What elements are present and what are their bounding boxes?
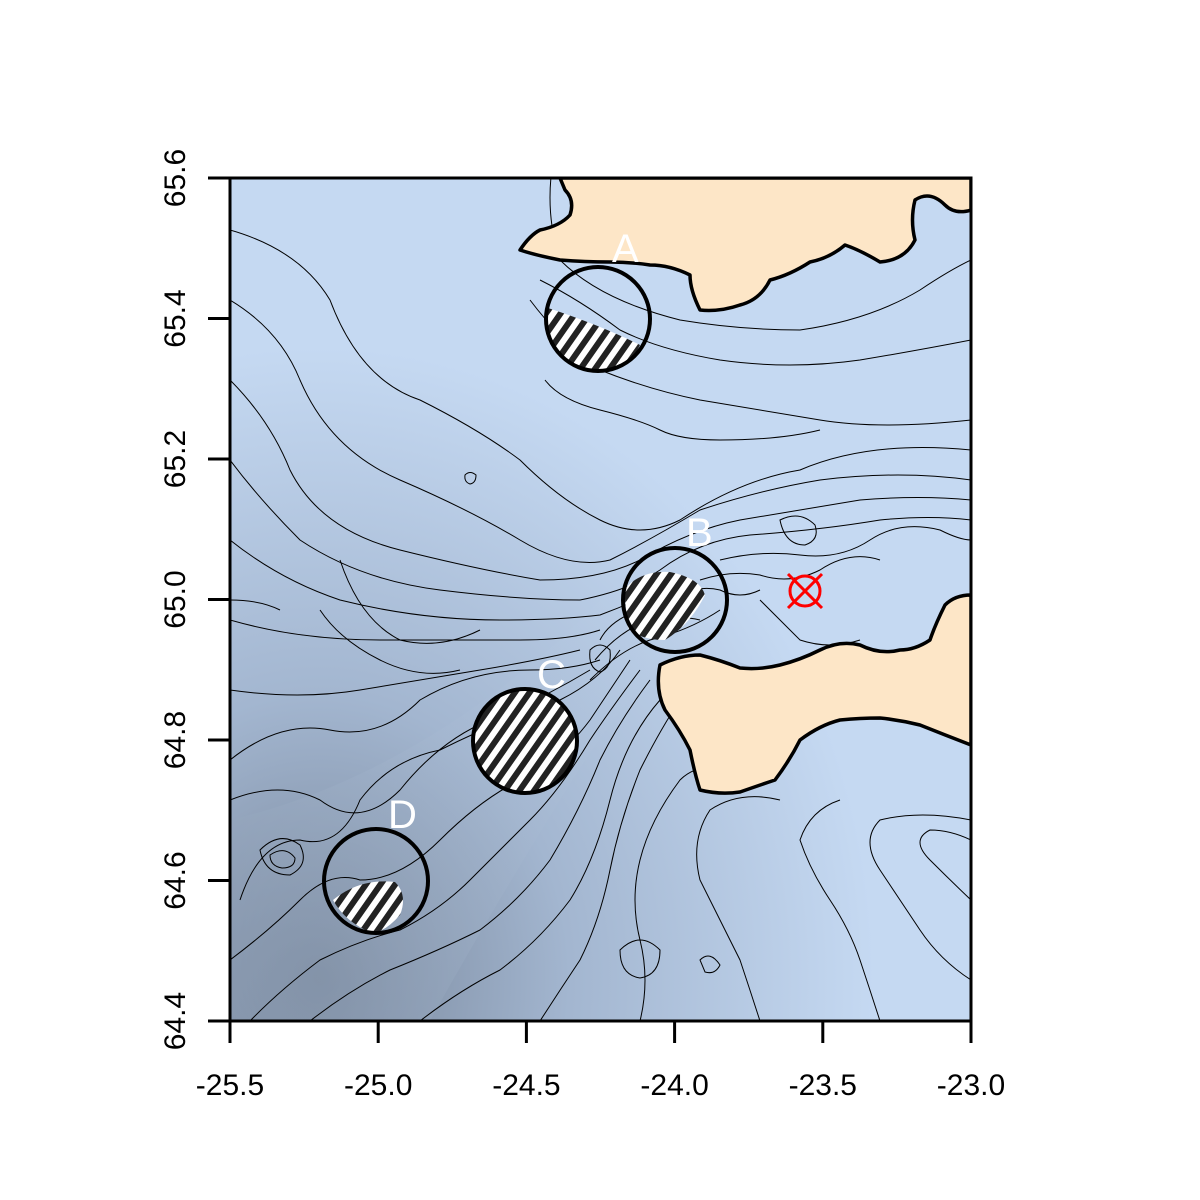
x-axis-ticks: -25.5 -25.0 -24.5 -24.0 -23.5 -23.0 (196, 1021, 1005, 1102)
site-b-hatch (624, 571, 705, 640)
x-tick-label: -24.0 (640, 1069, 708, 1102)
site-d-label: D (388, 793, 417, 837)
y-axis-ticks: 64.4 64.6 64.8 65.0 65.2 65.4 65.6 (159, 149, 230, 1050)
map-plot-area (230, 178, 971, 1021)
site-d-hatch (333, 881, 404, 933)
site-c-circle (471, 687, 579, 795)
y-tick-label: 65.2 (159, 430, 192, 488)
y-tick-label: 64.8 (159, 711, 192, 769)
site-c-hatch (473, 689, 577, 793)
site-c[interactable]: C (471, 653, 579, 795)
crossed-circle-icon (786, 572, 824, 610)
site-b[interactable]: B (621, 511, 729, 654)
y-tick-label: 65.0 (159, 570, 192, 628)
x-tick-label: -23.0 (937, 1069, 1005, 1102)
y-tick-label: 64.6 (159, 851, 192, 909)
site-a-label: A (612, 227, 639, 271)
x-tick-label: -25.0 (344, 1069, 412, 1102)
site-a[interactable]: A (544, 227, 652, 373)
x-tick-label: -25.5 (196, 1069, 264, 1102)
site-a-hatch (548, 308, 640, 372)
site-d[interactable]: D (322, 793, 430, 935)
site-d-circle (322, 827, 430, 935)
southern-landmass (656, 593, 971, 795)
y-tick-label: 65.4 (159, 289, 192, 347)
y-axis: 64.4 64.6 64.8 65.0 65.2 65.4 65.6 (159, 149, 232, 1050)
x-tick-label: -24.5 (492, 1069, 560, 1102)
northern-landmass (518, 178, 971, 313)
x-tick-label: -23.5 (789, 1069, 857, 1102)
y-tick-label: 64.4 (159, 992, 192, 1050)
x-axis: -25.5 -25.0 -24.5 -24.0 -23.5 -23.0 (196, 1019, 1005, 1102)
survey-sites: A B C D (322, 227, 729, 935)
site-b-label: B (686, 511, 713, 555)
site-c-label: C (537, 653, 566, 697)
bathymetry-contours (230, 178, 971, 1021)
site-b-circle (621, 546, 729, 654)
y-tick-label: 65.6 (159, 149, 192, 207)
site-a-circle (544, 265, 652, 373)
